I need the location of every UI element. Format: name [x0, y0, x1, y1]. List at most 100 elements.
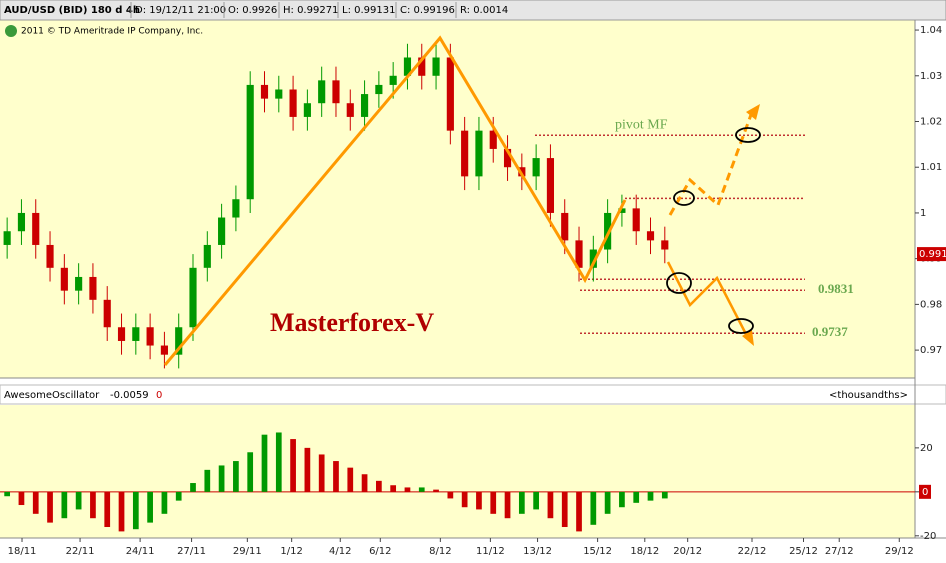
oscillator-bar — [361, 474, 368, 492]
header-field: R: 0.0014 — [460, 5, 508, 16]
oscillator-bar — [533, 491, 539, 510]
oscillator-bar — [547, 491, 554, 519]
x-tick-label: 15/12 — [583, 546, 612, 557]
candle-body — [489, 130, 497, 149]
candle-body — [318, 80, 326, 104]
x-tick-label: 24/11 — [126, 546, 155, 557]
oscillator-bar — [433, 489, 439, 492]
arrow-head — [746, 104, 760, 120]
candle-body — [418, 57, 426, 76]
oscillator-bar — [504, 491, 511, 519]
oscillator-bar — [490, 491, 497, 514]
oscillator-bar — [661, 491, 668, 499]
oscillator-bar — [175, 491, 182, 501]
trend-line — [163, 35, 627, 366]
zero-box — [919, 484, 931, 499]
oscillator-bar — [619, 491, 625, 508]
candle-body — [146, 327, 154, 346]
oscillator-bar — [190, 483, 196, 492]
projection-up — [668, 111, 754, 216]
oscillator-bar — [476, 491, 482, 510]
oscillator-name: AwesomeOscillator — [4, 390, 100, 401]
y-tick-label: -20 — [920, 531, 936, 542]
oscillator-bar — [561, 491, 568, 528]
candle-body — [632, 208, 640, 232]
x-tick-label: 22/11 — [66, 546, 95, 557]
y-tick-label: 1.02 — [920, 117, 942, 128]
oscillator-bar — [376, 480, 382, 492]
candle-body — [446, 57, 454, 131]
y-tick-label: 1.04 — [920, 25, 942, 36]
oscillator-bar — [118, 491, 125, 532]
oscillator-bar — [247, 452, 254, 492]
oscillator-bar — [576, 491, 582, 532]
x-tick-label: 6/12 — [369, 546, 391, 557]
x-tick-label: 4/12 — [329, 546, 351, 557]
oscillator-bar — [104, 491, 111, 528]
y-tick-label: 1 — [920, 208, 926, 219]
candle-body — [461, 130, 469, 177]
header-field: D: 19/12/11 21:00 — [135, 5, 226, 16]
oscillator-bar — [218, 465, 225, 492]
marker — [666, 272, 692, 294]
oscillator-bar — [4, 491, 11, 497]
level-label: 0.9737 — [812, 324, 848, 339]
level-label: pivot MF — [615, 117, 668, 132]
oscillator-bar — [447, 491, 454, 499]
candle-body — [589, 249, 597, 268]
candle-body — [475, 130, 483, 177]
x-tick-label: 8/12 — [429, 546, 451, 557]
x-tick-label: 18/12 — [630, 546, 659, 557]
candle-body — [75, 276, 83, 291]
oscillator-bar — [147, 491, 153, 523]
oscillator-bar — [261, 434, 268, 492]
header-field: L: 0.99131 — [342, 5, 395, 16]
candle-body — [618, 208, 626, 213]
last-price-label: 0.991 — [919, 249, 946, 260]
oscillator-header — [0, 384, 946, 405]
x-tick-label: 22/12 — [738, 546, 767, 557]
oscillator-bar — [518, 491, 525, 514]
symbol: AUD/USD (BID) 180 d 4h — [4, 5, 140, 16]
candle-body — [218, 217, 226, 245]
zero-marker: 0 — [156, 390, 162, 401]
oscillator-bar — [275, 432, 282, 492]
oscillator-bar — [390, 485, 397, 492]
candle-body — [575, 240, 583, 268]
x-tick-label: 27/11 — [177, 546, 206, 557]
candle-body — [360, 94, 369, 117]
oscillator-bar — [61, 491, 68, 519]
oscillator-value: -0.0059 — [110, 390, 149, 401]
oscillator-bar — [75, 491, 82, 510]
copyright: 2011 © TD Ameritrade IP Company, Inc. — [21, 27, 203, 37]
candle-body — [275, 89, 283, 99]
header-field: O: 0.9926 — [228, 5, 277, 16]
candle-body — [503, 148, 512, 168]
y-tick-label: 1.01 — [920, 162, 942, 173]
candle-body — [403, 57, 412, 76]
candle-body — [661, 240, 669, 250]
oscillator-bar — [418, 487, 425, 492]
arrow-head — [742, 330, 754, 346]
candle-body — [103, 299, 111, 328]
last-price-box — [917, 247, 946, 262]
candle-body — [89, 276, 97, 300]
candle-body — [203, 244, 211, 268]
marker — [728, 318, 754, 334]
y-tick-label: 0.98 — [920, 299, 942, 310]
header-fields: D: 19/12/11 21:00 O: 0.9926 H: 0.99271 L: 0… — [130, 2, 508, 18]
candle-body — [389, 75, 397, 85]
info-icon — [5, 25, 17, 37]
candle-body — [604, 212, 612, 250]
candle-body — [532, 158, 540, 177]
oscillator-bar — [47, 491, 53, 523]
x-tick-label: 29/11 — [233, 546, 262, 557]
candle-body — [346, 103, 354, 117]
oscillator-bar — [204, 469, 211, 492]
candle-body — [561, 212, 569, 241]
oscillator-bar — [404, 487, 411, 492]
candle-body — [3, 231, 11, 245]
oscillator-bar — [18, 491, 25, 506]
header-bar — [0, 0, 946, 21]
